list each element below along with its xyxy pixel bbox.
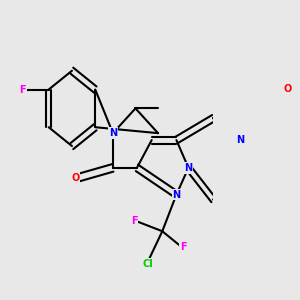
Text: Cl: Cl xyxy=(143,259,154,269)
Text: O: O xyxy=(283,84,291,94)
Text: N: N xyxy=(172,190,181,200)
Text: N: N xyxy=(184,163,193,173)
Text: F: F xyxy=(131,216,137,226)
Text: N: N xyxy=(109,128,117,138)
Text: F: F xyxy=(180,242,187,252)
Text: N: N xyxy=(236,135,244,145)
Text: F: F xyxy=(19,85,26,94)
Text: O: O xyxy=(71,173,80,183)
